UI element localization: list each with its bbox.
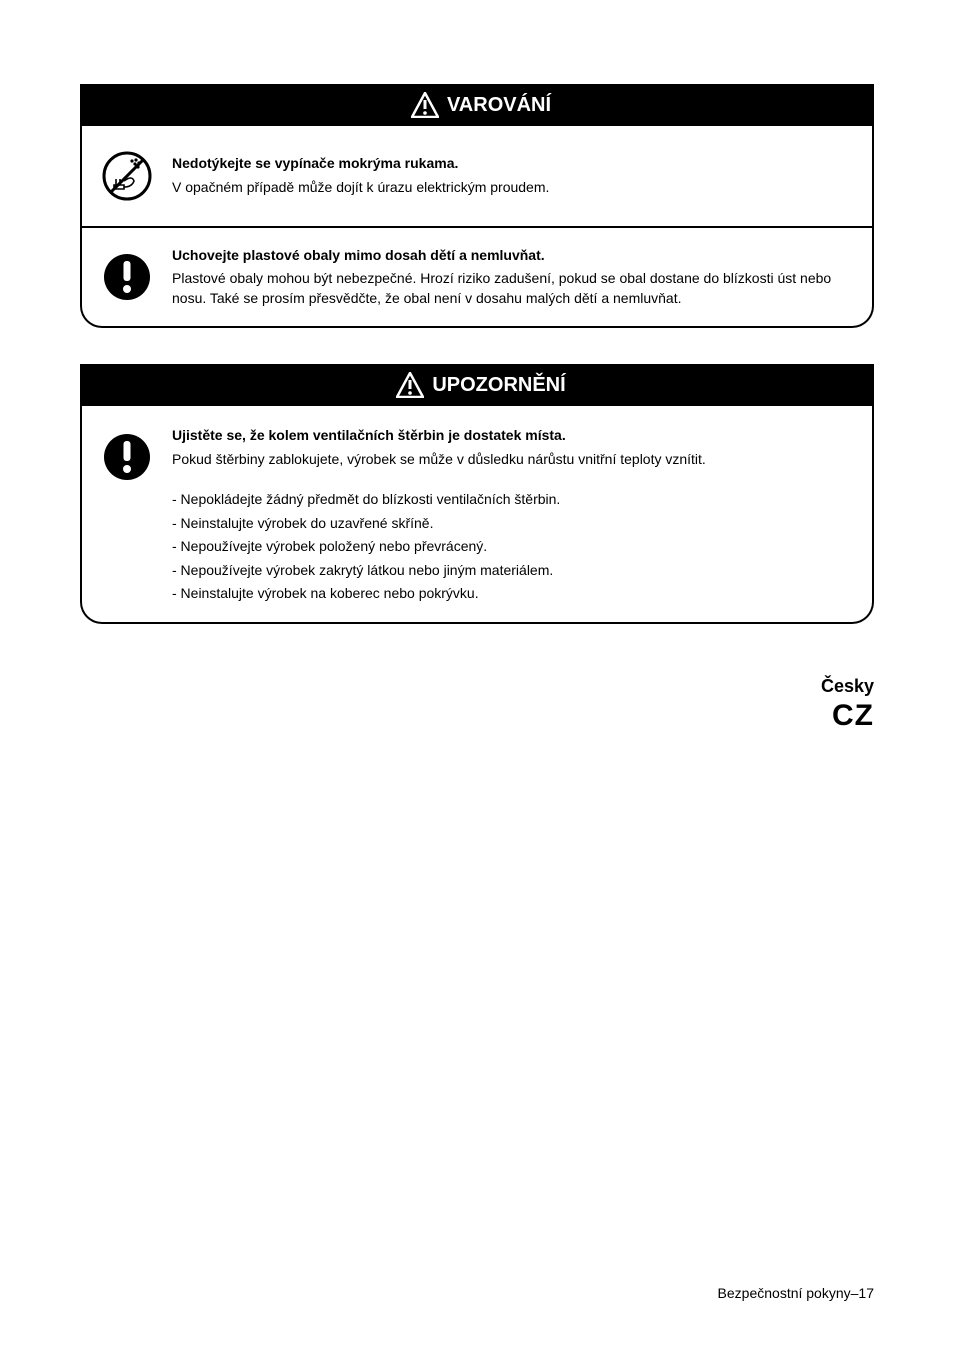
warning-row-1: Uchovejte plastové obaly mimo dosah dětí… [82, 226, 872, 326]
no-wet-hands-icon [92, 151, 162, 201]
caution-row-1-body-2: - Nepoužívejte výrobek položený nebo pře… [172, 537, 852, 557]
warning-title: VAROVÁNÍ [447, 94, 551, 117]
page-number: Bezpečnostní pokyny–17 [718, 1285, 874, 1301]
caution-row-1-body-1: - Neinstalujte výrobek do uzavřené skřín… [172, 514, 852, 534]
warning-row-0-title: Nedotýkejte se vypínače mokrýma rukama. [172, 154, 852, 174]
caution-row-1-body-3: - Nepoužívejte výrobek zakrytý látkou ne… [172, 561, 852, 581]
caution-row-0: Ujistěte se, že kolem ventilačních štěrb… [82, 406, 872, 490]
caution-row-1: - Nepokládejte žádný předmět do blízkost… [82, 490, 872, 622]
warning-row-0-body-0: V opačném případě může dojít k úrazu ele… [172, 178, 852, 198]
warning-triangle-icon [411, 92, 439, 118]
exclaim-icon [92, 252, 162, 302]
lang-section: Česky CZ [821, 676, 874, 733]
caution-row-1-text: - Nepokládejte žádný předmět do blízkost… [162, 490, 852, 604]
exclaim-icon [92, 432, 162, 482]
caution-row-0-title: Ujistěte se, že kolem ventilačních štěrb… [172, 426, 852, 446]
caution-block: UPOZORNĚNÍ Ujistěte se, že kolem ventila… [80, 364, 874, 624]
warning-triangle-icon [396, 372, 424, 398]
page: VAROVÁNÍ [0, 0, 954, 1351]
caution-row-1-body-0: - Nepokládejte žádný předmět do blízkost… [172, 490, 852, 510]
warning-row-1-text: Uchovejte plastové obaly mimo dosah dětí… [162, 246, 852, 309]
caution-row-0-text: Ujistěte se, že kolem ventilačních štěrb… [162, 426, 852, 469]
warning-rows: Nedotýkejte se vypínače mokrýma rukama. … [80, 126, 874, 328]
warning-row-0: Nedotýkejte se vypínače mokrýma rukama. … [82, 126, 872, 226]
warning-header: VAROVÁNÍ [80, 84, 874, 126]
caution-title: UPOZORNĚNÍ [432, 374, 565, 397]
caution-row-0-body-0: Pokud štěrbiny zablokujete, výrobek se m… [172, 450, 852, 470]
caution-row-1-body-4: - Neinstalujte výrobek na koberec nebo p… [172, 584, 852, 604]
lang-label: Česky [821, 676, 874, 697]
caution-rows: Ujistěte se, že kolem ventilačních štěrb… [80, 406, 874, 624]
warning-row-1-body-0: Plastové obaly mohou být nebezpečné. Hro… [172, 269, 852, 308]
lang-code: CZ [832, 699, 874, 733]
warning-row-1-title: Uchovejte plastové obaly mimo dosah dětí… [172, 246, 852, 266]
warning-row-0-text: Nedotýkejte se vypínače mokrýma rukama. … [162, 154, 852, 197]
warning-block: VAROVÁNÍ [80, 84, 874, 328]
caution-header: UPOZORNĚNÍ [80, 364, 874, 406]
